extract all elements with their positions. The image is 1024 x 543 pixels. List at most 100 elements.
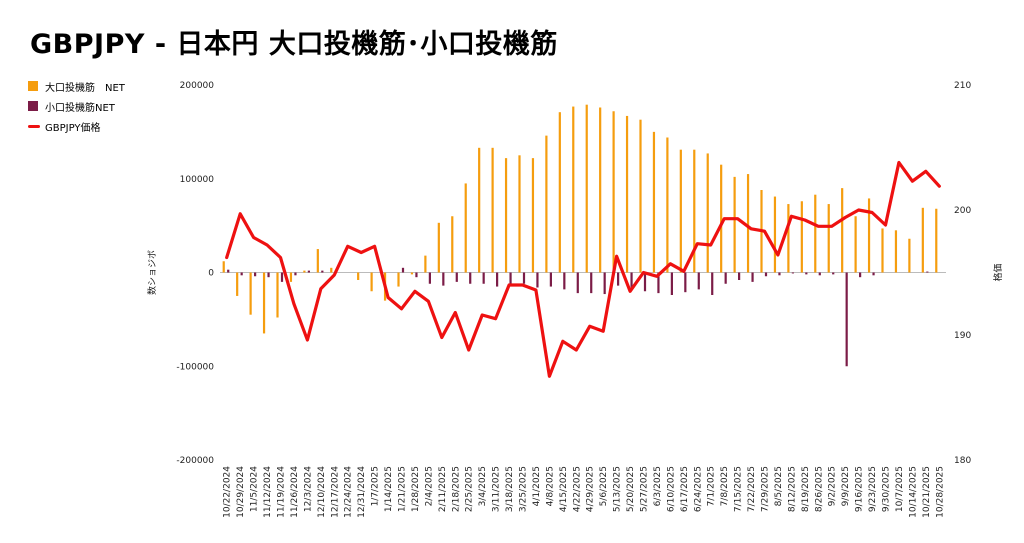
y-tick-label: 100000 <box>180 175 215 185</box>
bar-small-speculators <box>805 272 808 275</box>
x-tick-label: 4/15/2025 <box>559 466 569 512</box>
bar-small-speculators <box>563 272 566 290</box>
bar-small-speculators <box>778 272 781 276</box>
chart-title: GBPJPY - 日本円 大口投機筋･小口投機筋 <box>30 29 558 60</box>
bar-small-speculators <box>469 272 472 284</box>
x-tick-label: 2/25/2025 <box>465 466 475 512</box>
bar-large-speculators <box>720 164 723 273</box>
x-tick-label: 1/28/2025 <box>411 466 421 512</box>
x-tick-label: 3/11/2025 <box>492 466 502 512</box>
bar-small-speculators <box>307 270 310 273</box>
bar-small-speculators <box>576 272 579 294</box>
bar-small-speculators <box>590 272 593 294</box>
bar-large-speculators <box>787 204 790 273</box>
x-tick-label: 2/18/2025 <box>451 466 461 512</box>
bar-large-speculators <box>370 272 373 292</box>
x-tick-label: 1/21/2025 <box>398 466 408 512</box>
bar-large-speculators <box>518 155 521 273</box>
bar-small-speculators <box>496 272 499 287</box>
x-tick-label: 4/29/2025 <box>586 466 596 512</box>
bar-large-speculators <box>894 230 898 273</box>
bar-large-speculators <box>773 196 777 273</box>
bar-large-speculators <box>330 267 333 273</box>
legend-label-large-speculators: 大口投機筋 NET <box>45 82 125 94</box>
bar-large-speculators <box>800 201 803 273</box>
legend-swatch-large-speculators <box>28 81 38 91</box>
bar-large-speculators <box>357 272 360 280</box>
bar-small-speculators <box>294 272 297 276</box>
bar-small-speculators <box>522 272 526 284</box>
x-tick-label: 9/2/2025 <box>828 466 838 506</box>
legend: 大口投機筋 NET 小口投機筋NET GBPJPY価格 <box>28 76 125 136</box>
bar-large-speculators <box>545 135 548 273</box>
y2-tick-label: 200 <box>954 206 971 216</box>
x-tick-label: 5/27/2025 <box>640 466 650 512</box>
bar-small-speculators <box>657 272 660 294</box>
x-tick-label: 8/12/2025 <box>787 466 797 512</box>
bar-small-speculators <box>791 272 794 274</box>
bar-large-speculators <box>706 153 709 273</box>
bar-small-speculators <box>738 272 741 280</box>
x-tick-label: 4/1/2025 <box>532 466 542 506</box>
x-tick-label: 11/5/2024 <box>250 466 260 512</box>
bar-small-speculators <box>401 267 405 273</box>
bar-large-speculators <box>316 249 319 273</box>
bar-large-speculators <box>276 272 279 318</box>
x-tick-label: 3/25/2025 <box>519 466 529 512</box>
legend-swatch-gbpjpy-price <box>28 124 40 128</box>
bar-small-speculators <box>630 272 633 288</box>
bar-small-speculators <box>267 272 270 278</box>
x-tick-label: 5/6/2025 <box>599 466 609 506</box>
x-tick-label: 10/28/2025 <box>935 466 945 518</box>
bar-large-speculators <box>921 207 924 273</box>
legend-label-small-speculators: 小口投機筋NET <box>45 102 115 114</box>
bar-large-speculators <box>558 112 561 273</box>
bar-small-speculators <box>617 272 620 286</box>
bar-small-speculators <box>280 272 284 282</box>
y2-tick-label: 180 <box>954 456 971 466</box>
x-tick-label: 3/18/2025 <box>505 466 515 512</box>
bar-small-speculators <box>415 272 418 278</box>
bar-large-speculators <box>827 204 830 273</box>
x-tick-label: 9/23/2025 <box>868 466 878 512</box>
bar-large-speculators <box>249 272 252 315</box>
x-tick-label: 10/21/2025 <box>922 466 932 518</box>
x-tick-label: 12/3/2024 <box>303 466 313 512</box>
legend-item-small-speculators: 小口投機筋NET <box>28 96 125 116</box>
y2-tick-label: 190 <box>954 331 971 341</box>
bar-small-speculators <box>428 272 431 284</box>
bar-large-speculators <box>666 137 669 273</box>
bar-small-speculators <box>482 272 485 284</box>
y-tick-label: -200000 <box>176 456 214 466</box>
x-tick-label: 2/11/2025 <box>438 466 448 512</box>
bar-large-speculators <box>464 183 467 273</box>
bar-large-speculators <box>451 216 454 273</box>
bar-large-speculators <box>814 194 817 273</box>
x-tick-label: 8/5/2025 <box>774 466 784 506</box>
x-tick-label: 10/7/2025 <box>895 466 905 512</box>
bar-small-speculators <box>321 270 324 273</box>
x-tick-label: 11/12/2024 <box>263 466 273 518</box>
bar-small-speculators <box>818 272 821 276</box>
x-tick-label: 9/16/2025 <box>855 466 865 512</box>
bar-large-speculators <box>935 208 938 273</box>
x-tick-label: 3/4/2025 <box>478 466 488 506</box>
x-tick-label: 12/17/2024 <box>330 466 340 518</box>
x-tick-label: 5/20/2025 <box>626 466 636 512</box>
x-tick-label: 10/22/2024 <box>223 466 233 518</box>
x-tick-label: 1/14/2025 <box>384 466 394 512</box>
bar-large-speculators <box>491 147 494 273</box>
bar-large-speculators <box>733 176 736 273</box>
bar-large-speculators <box>585 104 588 273</box>
bar-small-speculators <box>603 272 606 295</box>
x-tick-label: 12/10/2024 <box>317 466 327 518</box>
bar-small-speculators <box>845 272 848 367</box>
x-tick-label: 6/17/2025 <box>680 466 690 512</box>
bar-large-speculators <box>531 158 535 273</box>
bar-large-speculators <box>236 272 239 296</box>
legend-swatch-small-speculators <box>28 101 38 111</box>
bar-large-speculators <box>746 174 750 273</box>
bar-small-speculators <box>670 272 673 295</box>
bar-large-speculators <box>262 272 266 334</box>
